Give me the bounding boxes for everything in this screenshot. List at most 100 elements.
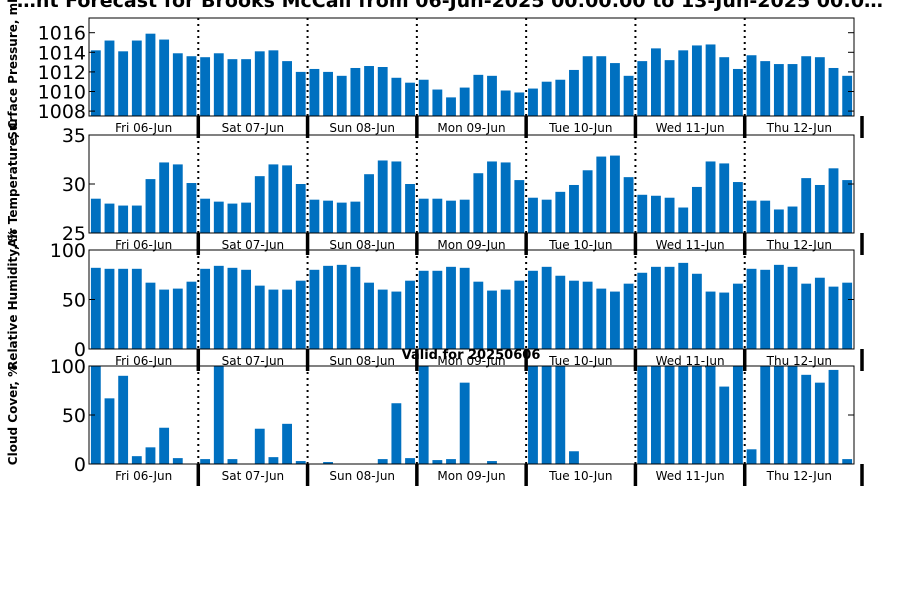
temperature-bar: [719, 163, 730, 233]
temperature-bar: [691, 186, 702, 233]
pressure-bar: [213, 53, 224, 116]
temperature-bar: [637, 194, 648, 233]
temperature-bar: [746, 200, 757, 233]
humidity-bar: [186, 281, 197, 349]
pressure-bar: [828, 67, 839, 116]
pressure-bar: [459, 87, 470, 116]
temperature-bar: [350, 201, 361, 233]
pressure-day-label: Mon 09-Jun: [437, 121, 505, 135]
humidity-day-label: Tue 10-Jun: [548, 354, 612, 368]
pressure-bar: [500, 90, 511, 116]
humidity-bar: [814, 277, 825, 349]
cloud-cover-bar: [391, 403, 402, 464]
humidity-bar: [241, 269, 252, 349]
temperature-bar: [555, 191, 566, 233]
temperature-bar: [623, 177, 634, 233]
temperature-bar: [145, 179, 156, 233]
pressure-bar: [555, 79, 566, 116]
cloud-cover-bar: [90, 366, 101, 464]
pressure-bar: [801, 56, 812, 116]
pressure-bar: [814, 57, 825, 116]
humidity-ytick-label: 50: [62, 290, 86, 312]
cloud-cover-day-label: Sun 08-Jun: [329, 469, 395, 483]
humidity-bar: [651, 266, 661, 349]
humidity-bar: [637, 272, 648, 349]
pressure-bar: [377, 67, 388, 116]
temperature-bar: [541, 199, 552, 233]
temperature-bar: [118, 205, 129, 233]
humidity-bar: [664, 266, 675, 349]
cloud-cover-bar: [227, 459, 238, 464]
temperature-bar: [405, 184, 415, 233]
temperature-ytick-label: 35: [62, 125, 86, 147]
humidity-bar: [159, 289, 170, 349]
pressure-bar: [432, 89, 443, 116]
temperature-bar: [664, 197, 675, 233]
cloud-cover-day-label: Tue 10-Jun: [548, 469, 612, 483]
humidity-bar: [459, 267, 470, 349]
temperature-day-label: Tue 10-Jun: [548, 238, 612, 252]
humidity-bar: [90, 267, 101, 349]
pressure-bar: [200, 57, 211, 116]
cloud-cover-bar: [377, 459, 388, 464]
humidity-ytick-label: 0: [74, 339, 86, 361]
temperature-bar: [705, 161, 716, 233]
humidity-bar: [773, 264, 784, 349]
cloud-cover-bar: [200, 459, 211, 464]
cloud-cover-bar: [405, 458, 415, 464]
pressure-bar: [528, 88, 538, 116]
temperature-bar: [473, 173, 484, 233]
humidity-bar: [487, 290, 497, 349]
pressure-bar: [514, 92, 525, 116]
humidity-bar: [760, 269, 771, 349]
pressure-bar: [651, 48, 661, 116]
cloud-cover-bar: [801, 374, 812, 464]
humidity-bar: [514, 280, 525, 349]
temperature-bar: [213, 201, 224, 233]
cloud-cover-bar: [459, 382, 470, 464]
pressure-day-label: Wed 11-Jun: [656, 121, 725, 135]
cloud-cover-bar: [418, 366, 429, 464]
cloud-cover-bar: [555, 366, 566, 464]
cloud-cover-day-label: Mon 09-Jun: [437, 469, 505, 483]
pressure-ytick-label: 1012: [38, 62, 86, 84]
cloud-cover-bar: [323, 462, 333, 464]
humidity-bar: [418, 270, 429, 349]
temperature-bar: [90, 198, 101, 233]
temperature-ytick-label: 30: [62, 174, 86, 196]
temperature-bar: [801, 178, 812, 233]
cloud-cover-bar: [282, 423, 292, 464]
pressure-bar: [118, 51, 129, 116]
humidity-ytick-label: 100: [50, 240, 86, 262]
cloud-cover-bar: [828, 369, 839, 464]
humidity-bar: [500, 289, 511, 349]
pressure-bar: [145, 33, 156, 116]
pressure-bar: [336, 75, 347, 116]
humidity-bar: [295, 280, 306, 349]
cloud-cover-bar: [487, 461, 497, 464]
humidity-day-label: Sat 07-Jun: [222, 354, 285, 368]
humidity-bar: [131, 268, 142, 349]
cloud-cover-ylabel: Cloud Cover, %: [6, 365, 20, 465]
pressure-bar: [90, 50, 101, 117]
pressure-bar: [172, 53, 183, 116]
temperature-bar: [678, 207, 689, 233]
cloud-cover-ytick-label: 0: [74, 454, 86, 476]
pressure-bar: [569, 69, 579, 116]
temperature-bar: [172, 164, 183, 233]
pressure-bar: [773, 64, 784, 116]
pressure-bar: [323, 71, 333, 116]
temperature-bar: [254, 176, 265, 233]
temperature-bar: [377, 160, 388, 233]
temperature-bar: [459, 199, 470, 233]
temperature-bar: [814, 184, 825, 233]
cloud-cover-ytick-label: 100: [50, 356, 86, 378]
humidity-bar: [746, 268, 757, 349]
cloud-cover-bar: [118, 375, 129, 464]
humidity-bar: [336, 264, 347, 349]
pressure-bar: [391, 77, 402, 116]
cloud-cover-bar: [705, 366, 716, 464]
temperature-bar: [282, 165, 292, 233]
cloud-cover-bar: [541, 366, 552, 464]
temperature-bar: [268, 164, 279, 233]
